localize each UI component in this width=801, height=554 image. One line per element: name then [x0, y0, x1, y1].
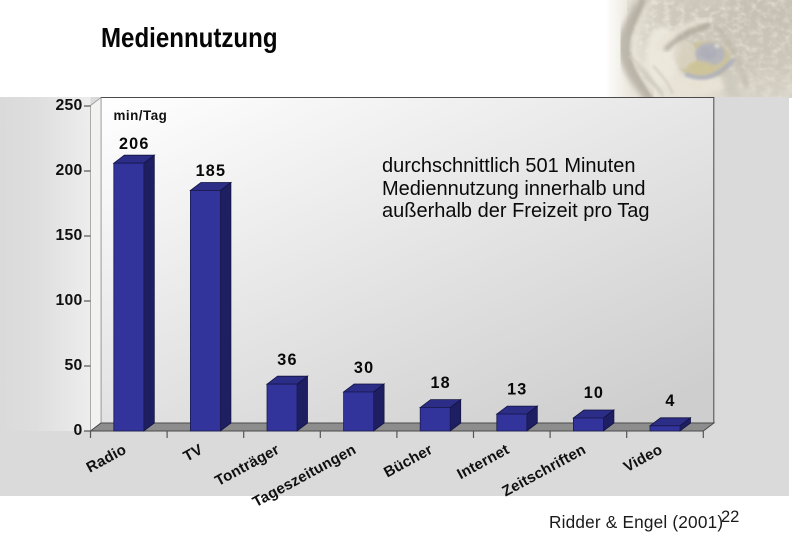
- svg-text:18: 18: [430, 374, 450, 392]
- svg-text:36: 36: [277, 351, 297, 369]
- svg-text:Internet: Internet: [454, 441, 512, 483]
- svg-text:30: 30: [354, 359, 374, 377]
- svg-text:13: 13: [507, 380, 527, 398]
- svg-text:185: 185: [196, 162, 227, 180]
- svg-text:Radio: Radio: [84, 441, 130, 476]
- svg-text:TV: TV: [180, 441, 205, 465]
- svg-text:Zeitschriften: Zeitschriften: [499, 441, 589, 500]
- svg-text:200: 200: [56, 162, 83, 179]
- svg-text:150: 150: [56, 227, 83, 244]
- svg-text:min/Tag: min/Tag: [114, 108, 168, 123]
- svg-text:100: 100: [56, 292, 83, 309]
- svg-text:206: 206: [119, 135, 150, 153]
- svg-text:250: 250: [56, 97, 83, 114]
- svg-text:10: 10: [584, 384, 604, 402]
- svg-text:Video: Video: [621, 441, 666, 476]
- svg-text:50: 50: [65, 357, 83, 374]
- svg-text:4: 4: [665, 392, 675, 410]
- svg-text:Bücher: Bücher: [381, 441, 436, 481]
- svg-text:Tonträger: Tonträger: [212, 441, 282, 490]
- svg-text:0: 0: [74, 422, 83, 439]
